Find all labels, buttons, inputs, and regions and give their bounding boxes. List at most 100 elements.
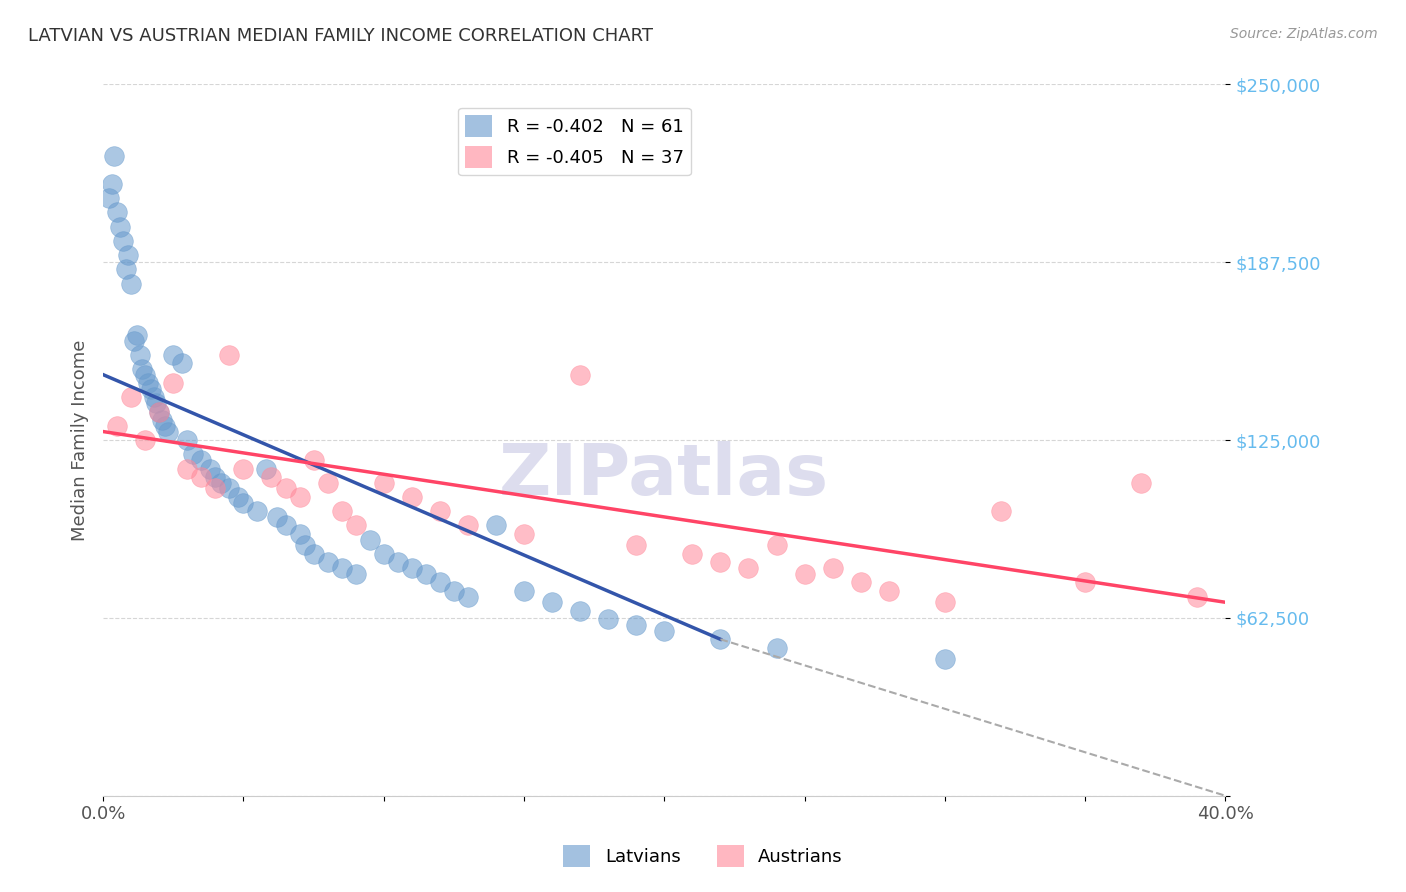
Point: [176, 433, 198, 447]
Point: [1187, 590, 1209, 604]
Point: [990, 504, 1012, 518]
Point: [626, 538, 648, 552]
Point: [359, 533, 381, 547]
Text: LATVIAN VS AUSTRIAN MEDIAN FAMILY INCOME CORRELATION CHART: LATVIAN VS AUSTRIAN MEDIAN FAMILY INCOME…: [28, 27, 654, 45]
Point: [181, 447, 204, 461]
Point: [294, 538, 316, 552]
Point: [302, 453, 325, 467]
Point: [598, 612, 620, 626]
Point: [681, 547, 703, 561]
Point: [218, 482, 240, 496]
Point: [626, 618, 648, 632]
Point: [344, 518, 367, 533]
Point: [100, 177, 122, 191]
Point: [204, 482, 226, 496]
Point: [134, 368, 156, 382]
Point: [288, 490, 311, 504]
Point: [108, 219, 131, 234]
Point: [162, 348, 184, 362]
Point: [821, 561, 844, 575]
Point: [541, 595, 564, 609]
Point: [122, 334, 145, 348]
Point: [125, 327, 148, 342]
Point: [209, 475, 232, 490]
Point: [793, 566, 815, 581]
Point: [176, 461, 198, 475]
Point: [114, 262, 136, 277]
Point: [260, 470, 283, 484]
Point: [288, 527, 311, 541]
Point: [373, 475, 395, 490]
Point: [128, 348, 150, 362]
Point: [513, 583, 536, 598]
Point: [344, 566, 367, 581]
Point: [156, 425, 179, 439]
Text: Source: ZipAtlas.com: Source: ZipAtlas.com: [1230, 27, 1378, 41]
Point: [150, 413, 173, 427]
Point: [145, 396, 167, 410]
Point: [246, 504, 269, 518]
Point: [148, 404, 170, 418]
Point: [457, 590, 479, 604]
Point: [373, 547, 395, 561]
Point: [401, 561, 423, 575]
Point: [103, 148, 125, 162]
Point: [204, 470, 226, 484]
Point: [226, 490, 249, 504]
Legend: Latvians, Austrians: Latvians, Austrians: [555, 838, 851, 874]
Point: [136, 376, 159, 391]
Point: [1130, 475, 1153, 490]
Point: [429, 575, 451, 590]
Point: [765, 640, 787, 655]
Point: [849, 575, 872, 590]
Point: [569, 368, 592, 382]
Point: [97, 191, 120, 205]
Y-axis label: Median Family Income: Median Family Income: [72, 340, 89, 541]
Point: [429, 504, 451, 518]
Point: [120, 277, 142, 291]
Point: [218, 348, 240, 362]
Point: [105, 205, 128, 219]
Point: [148, 404, 170, 418]
Text: ZIPatlas: ZIPatlas: [499, 442, 830, 510]
Point: [198, 461, 221, 475]
Point: [330, 561, 353, 575]
Point: [139, 382, 162, 396]
Point: [162, 376, 184, 391]
Point: [457, 518, 479, 533]
Point: [105, 418, 128, 433]
Point: [131, 362, 153, 376]
Point: [170, 356, 193, 370]
Point: [485, 518, 508, 533]
Point: [1074, 575, 1097, 590]
Point: [415, 566, 437, 581]
Point: [134, 433, 156, 447]
Point: [274, 482, 297, 496]
Point: [652, 624, 675, 638]
Point: [709, 556, 731, 570]
Point: [401, 490, 423, 504]
Point: [232, 496, 254, 510]
Point: [569, 604, 592, 618]
Point: [153, 418, 176, 433]
Point: [316, 556, 339, 570]
Point: [190, 470, 212, 484]
Point: [316, 475, 339, 490]
Point: [387, 556, 409, 570]
Point: [117, 248, 139, 262]
Point: [302, 547, 325, 561]
Point: [443, 583, 465, 598]
Point: [142, 391, 165, 405]
Point: [737, 561, 759, 575]
Point: [232, 461, 254, 475]
Point: [274, 518, 297, 533]
Point: [765, 538, 787, 552]
Point: [111, 234, 134, 248]
Point: [513, 527, 536, 541]
Point: [330, 504, 353, 518]
Legend: R = -0.402   N = 61, R = -0.405   N = 37: R = -0.402 N = 61, R = -0.405 N = 37: [458, 108, 690, 175]
Point: [266, 510, 288, 524]
Point: [877, 583, 900, 598]
Point: [254, 461, 277, 475]
Point: [934, 652, 956, 666]
